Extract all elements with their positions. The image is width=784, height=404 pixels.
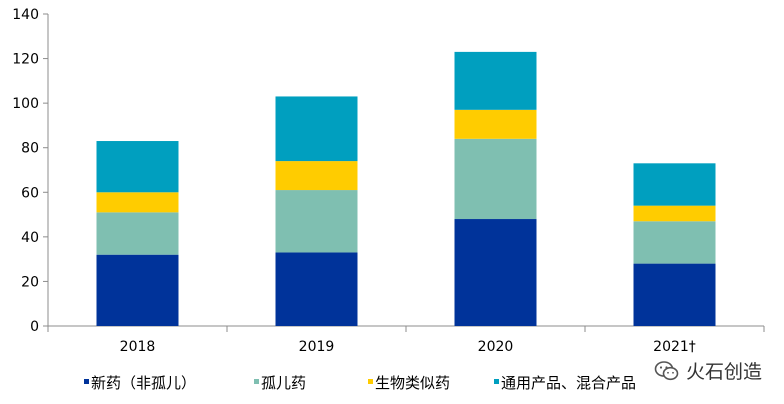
legend-label: 孤儿药 [261, 374, 306, 392]
legend-marker [254, 379, 259, 384]
watermark-text: 火石创造 [685, 361, 762, 383]
y-tick-label: 20 [21, 274, 39, 290]
bar-segment [633, 263, 716, 326]
y-tick-label: 0 [30, 319, 39, 335]
x-axis: 2018 2019 2020 2021† [47, 325, 765, 355]
legend: 新药（非孤儿） 孤儿药 生物类似药 通用产品、混合产品 [84, 374, 636, 392]
bar-segment [96, 141, 179, 193]
x-tick-label: 2019 [299, 339, 335, 355]
y-tick-label: 40 [21, 230, 39, 246]
y-tick-label: 100 [12, 96, 39, 112]
bar-segment [454, 219, 537, 326]
bar-segment [275, 161, 358, 191]
bar-segment [275, 190, 358, 253]
legend-label: 新药（非孤儿） [91, 374, 196, 392]
legend-marker [368, 379, 373, 384]
legend-marker [494, 379, 499, 384]
bar-segment [454, 51, 537, 110]
bar-segment [633, 163, 716, 206]
bar-segment [275, 252, 358, 326]
y-tick-label: 80 [21, 141, 39, 157]
bar-segment [633, 221, 716, 264]
bar-segment [454, 109, 537, 139]
wechat-icon [654, 360, 679, 380]
bar-segment [454, 138, 537, 220]
legend-label: 通用产品、混合产品 [501, 374, 636, 392]
bar-segment [96, 254, 179, 326]
bar-segment [96, 212, 179, 255]
y-tick-label: 140 [12, 7, 39, 23]
bars [96, 51, 716, 326]
legend-label: 生物类似药 [375, 374, 450, 392]
bar-segment [275, 96, 358, 162]
x-tick-label: 2021† [653, 339, 696, 355]
x-tick-label: 2020 [478, 339, 514, 355]
x-tick-label: 2018 [120, 339, 156, 355]
watermark: 火石创造 [654, 357, 762, 384]
bar-segment [96, 192, 179, 213]
legend-marker [84, 379, 89, 384]
y-axis: 0 20 40 60 80 100 120 140 [12, 7, 49, 335]
y-tick-label: 60 [21, 185, 39, 201]
y-tick-label: 120 [12, 52, 39, 68]
bar-segment [633, 205, 716, 222]
